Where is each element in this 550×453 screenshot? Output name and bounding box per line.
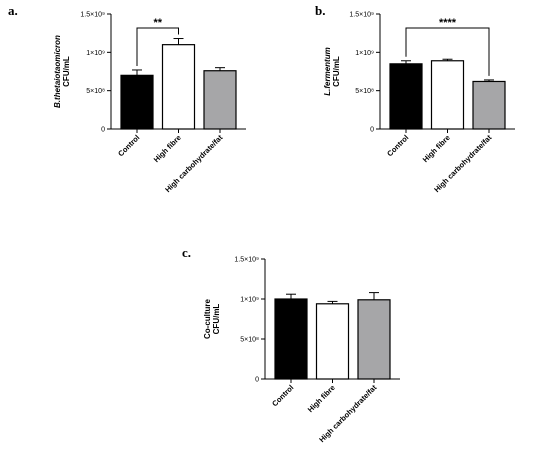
- y-tick-label: 1.5×10⁹: [80, 12, 105, 19]
- y-axis-title: Co-culture: [203, 298, 212, 339]
- y-axis-unit: CFU/mL: [332, 56, 341, 87]
- x-category-label: Control: [385, 133, 410, 158]
- y-tick-label: 1×10⁹: [240, 297, 259, 304]
- bar-high-fibre: [161, 44, 196, 130]
- bar-control: [389, 63, 423, 130]
- y-tick-label: 5×10⁸: [240, 337, 259, 344]
- y-tick-label: 0: [101, 127, 105, 134]
- bar-control: [120, 74, 154, 130]
- bar-high-carbohydrate-fat: [357, 299, 391, 380]
- x-category-label: High fibre: [306, 383, 337, 414]
- y-axis-unit: CFU/mL: [62, 56, 71, 87]
- y-tick-label: 5×10⁸: [86, 88, 105, 95]
- panel-letter: c.: [182, 245, 191, 260]
- bar-high-carbohydrate-fat: [472, 80, 506, 130]
- x-category-label: Control: [116, 133, 141, 158]
- y-axis-title: L.fermentum: [323, 47, 332, 95]
- y-tick-label: 0: [255, 377, 259, 384]
- y-axis-unit: CFU/mL: [212, 304, 221, 335]
- y-tick-label: 5×10⁸: [355, 88, 374, 95]
- y-tick-label: 1×10⁹: [355, 50, 374, 57]
- y-tick-label: 1.5×10⁹: [349, 12, 374, 19]
- bar-high-fibre: [430, 60, 465, 130]
- bar-high-carbohydrate-fat: [203, 70, 237, 130]
- x-category-label: High fibre: [421, 133, 452, 164]
- y-axis-title: B.thetaiotaomicron: [53, 35, 62, 108]
- significance-label: **: [153, 17, 162, 29]
- bar-high-fibre: [315, 303, 350, 380]
- y-tick-label: 0: [370, 127, 374, 134]
- panel-letter: a.: [8, 3, 18, 18]
- x-category-label: Control: [270, 383, 295, 408]
- x-category-label: High fibre: [152, 133, 183, 164]
- significance-label: ****: [439, 17, 457, 29]
- significance-bracket: [136, 27, 179, 66]
- panel-letter: b.: [315, 3, 325, 18]
- y-tick-label: 1.5×10⁹: [234, 257, 259, 264]
- y-tick-label: 1×10⁹: [86, 50, 105, 57]
- significance-bracket: [405, 27, 490, 76]
- bar-control: [274, 298, 308, 380]
